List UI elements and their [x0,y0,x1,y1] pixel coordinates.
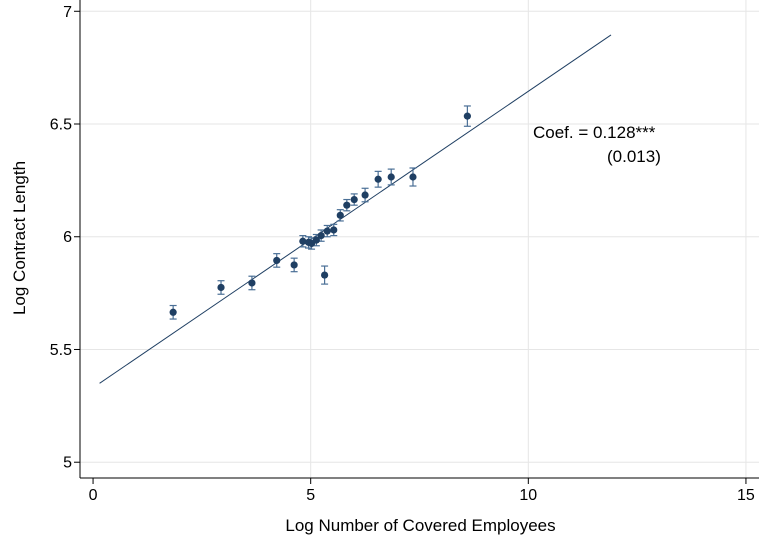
data-point [317,232,325,240]
y-tick-label: 7 [63,4,72,21]
y-tick-label: 5 [63,455,72,472]
data-point [463,112,471,120]
x-tick-label: 5 [306,487,315,504]
data-point [169,308,177,316]
y-tick-label: 6 [63,229,72,246]
data-point [217,283,225,292]
data-point [361,191,369,199]
data-point [387,173,395,181]
y-axis-label: Log Contract Length [10,161,29,315]
x-tick-label: 15 [737,487,755,504]
data-point [290,261,298,269]
grid-layer [80,0,759,478]
data-point [409,173,417,181]
coefficient-annotation: Coef. = 0.128*** [533,123,656,142]
data-point [343,201,351,209]
label-layer: Log Number of Covered Employees Log Cont… [10,123,661,535]
data-point [273,256,281,265]
point-layer [169,112,471,316]
fit-line [99,34,612,384]
data-point [323,227,331,235]
data-point [374,175,382,183]
data-point [299,237,307,245]
standard-error-annotation: (0.013) [607,147,661,166]
y-tick-label: 6.5 [50,117,72,134]
data-point [248,279,256,287]
data-point [312,236,320,244]
x-tick-label: 10 [519,487,537,504]
x-tick-label: 0 [89,487,98,504]
data-point [321,271,329,279]
x-axis-label: Log Number of Covered Employees [285,516,555,535]
y-tick-label: 5.5 [50,342,72,359]
data-point [350,195,358,204]
data-point [330,226,338,234]
data-point [336,211,344,219]
fit-layer [99,34,612,384]
